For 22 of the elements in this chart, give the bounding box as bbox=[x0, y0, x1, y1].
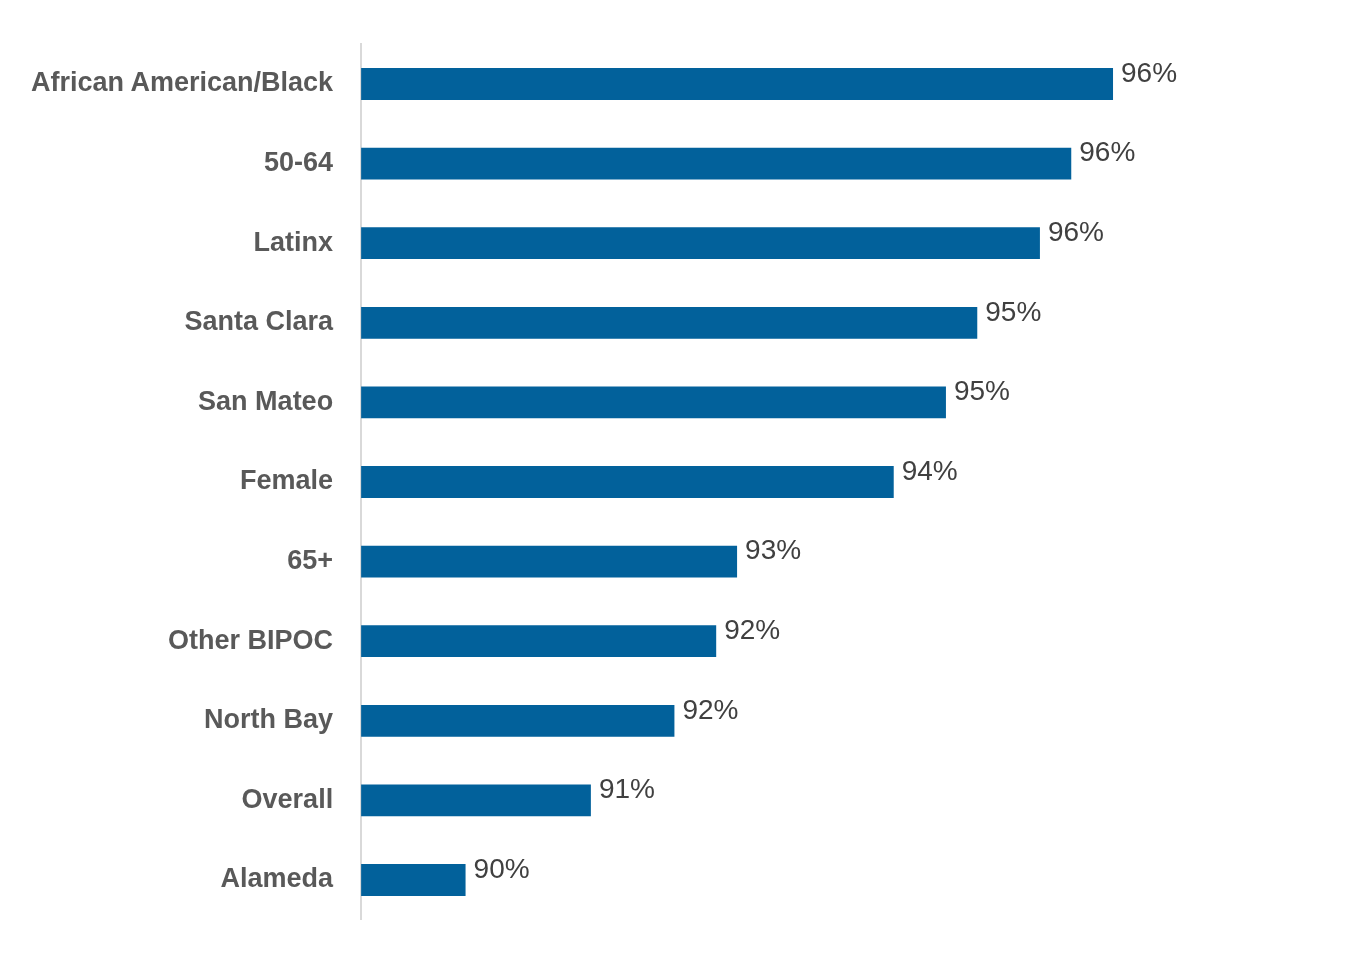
data-label: 92% bbox=[682, 693, 739, 725]
data-label: 96% bbox=[1079, 136, 1136, 168]
data-label: 96% bbox=[1047, 215, 1104, 247]
data-label: 90% bbox=[473, 852, 530, 884]
y-tick-label: Overall bbox=[241, 783, 334, 814]
y-tick-label: Latinx bbox=[253, 226, 334, 257]
data-label: 91% bbox=[598, 773, 655, 805]
y-tick-label: Santa Clara bbox=[184, 306, 335, 337]
y-tick-label: 50-64 bbox=[264, 147, 334, 178]
y-tick-label: African American/Black bbox=[30, 67, 335, 98]
data-label: 95% bbox=[985, 295, 1042, 327]
y-tick-label: Other BIPOC bbox=[168, 624, 334, 655]
data-label: 92% bbox=[724, 613, 781, 645]
y-tick-label: 65+ bbox=[287, 545, 334, 576]
y-tick-label: Alameda bbox=[220, 863, 335, 894]
y-tick-label: North Bay bbox=[204, 704, 334, 735]
data-label: 96% bbox=[1121, 56, 1178, 88]
y-tick-label: San Mateo bbox=[198, 385, 334, 416]
y-tick-label: Female bbox=[240, 465, 334, 496]
data-label: 94% bbox=[901, 454, 958, 486]
data-label: 95% bbox=[953, 375, 1010, 407]
data-label: 93% bbox=[745, 534, 802, 566]
